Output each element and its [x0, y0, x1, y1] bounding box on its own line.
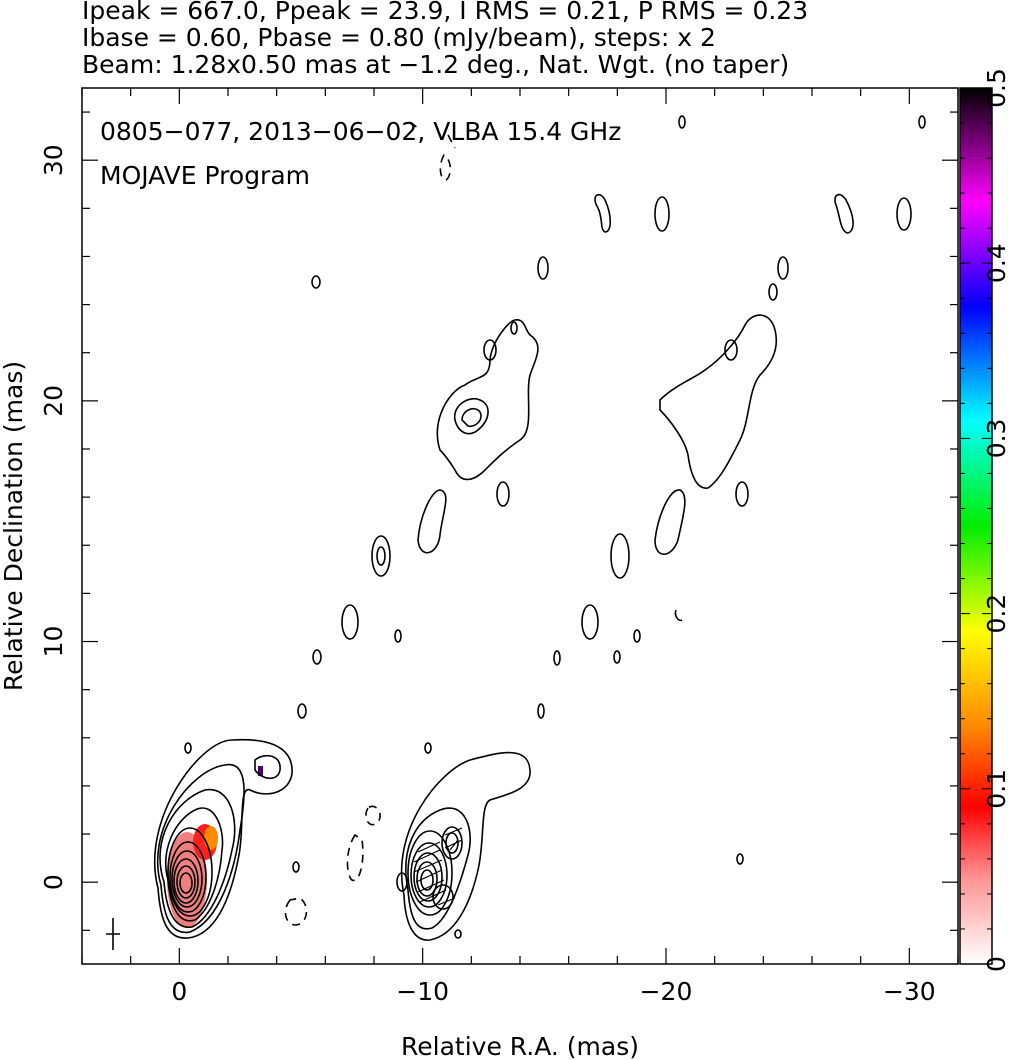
y-tick-label: 0 [39, 874, 68, 890]
polarization-fill-orange [204, 826, 218, 850]
x-axis-label: Relative R.A. (mas) [401, 1032, 639, 1060]
colorbar-tick-label: 0.4 [982, 243, 1011, 283]
core-contours-right [396, 751, 531, 941]
core-contours-left [153, 738, 293, 939]
y-tick-label: 20 [39, 385, 68, 417]
negative-contours [284, 121, 456, 926]
jet-contours-right [581, 115, 926, 865]
x-tick-label: 0 [171, 977, 187, 1006]
x-tick-label: −10 [396, 977, 449, 1006]
polarization-fill-dark [258, 766, 263, 776]
y-axis-label: Relative Declination (mas) [0, 361, 28, 691]
jet-contours-left [184, 256, 561, 939]
x-tick-label: −30 [883, 977, 936, 1006]
colorbar-tick-label: 0.1 [982, 769, 1011, 809]
colorbar-tick-labels: 0 0.1 0.2 0.3 0.4 0.5 [982, 68, 1011, 972]
header-line-2: Ibase = 0.60, Pbase = 0.80 (mJy/beam), s… [82, 23, 716, 52]
axis-tick-labels: 0 −10 −20 −30 0 10 20 30 [39, 144, 936, 1006]
y-tick-label: 10 [39, 626, 68, 658]
axis-ticks [81, 88, 959, 964]
program-title: MOJAVE Program [100, 161, 310, 190]
header-line-1: Ipeak = 667.0, Ppeak = 23.9, I RMS = 0.2… [82, 0, 809, 25]
header-line-3: Beam: 1.28x0.50 mas at −1.2 deg., Nat. W… [82, 50, 790, 79]
contour-layer [106, 115, 926, 950]
colorbar [959, 87, 993, 965]
x-tick-label: −20 [640, 977, 693, 1006]
colorbar-tick-label: 0.2 [982, 594, 1011, 634]
colorbar-tick-label: 0.3 [982, 419, 1011, 459]
source-title: 0805−077, 2013−06−02, VLBA 15.4 GHz [100, 117, 621, 146]
colorbar-tick-label: 0.5 [982, 68, 1011, 108]
colorbar-ticks [960, 87, 992, 965]
y-tick-label: 30 [39, 144, 68, 176]
beam-marker [106, 918, 120, 950]
polarization-vectors [413, 827, 463, 906]
colorbar-tick-label: 0 [982, 956, 1011, 972]
